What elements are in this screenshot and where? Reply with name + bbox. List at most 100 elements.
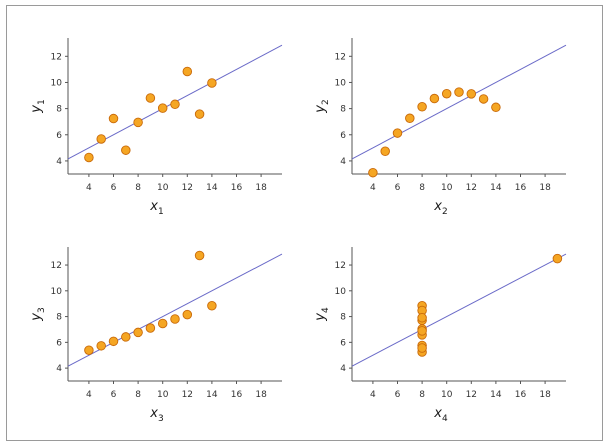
x-tick-label: 8 [419,390,425,400]
x-tick-label: 8 [135,390,141,400]
y-tick-label: 6 [340,131,346,141]
x-tick-label: 18 [539,183,551,193]
x-tick-label: 14 [490,183,502,193]
y-tick-label: 12 [51,52,62,62]
data-point [96,341,106,351]
y-tick-label: 4 [56,157,62,167]
y-axis-label-main: y [313,313,328,322]
y-axis-label-main: y [29,313,44,322]
x-axis-label-main: x [149,199,158,214]
data-point [145,323,156,333]
data-point [491,102,501,113]
x-tick-label: 18 [255,390,267,400]
y-tick-label: 4 [340,364,346,374]
data-point [368,167,378,178]
data-point [84,152,94,163]
y-tick-label: 12 [335,261,346,271]
x-tick-label: 10 [441,183,453,193]
x-axis-label-main: x [433,199,442,214]
data-point [157,318,168,329]
x-axis-label-subscript: 2 [442,207,448,217]
x-tick-label: 6 [395,183,401,193]
x-axis-label: x4 [433,406,448,424]
x-tick-label: 12 [466,390,477,400]
x-tick-label: 6 [111,183,117,193]
x-tick-label: 8 [419,183,425,193]
data-point [417,312,427,323]
x-tick-label: 6 [395,390,401,400]
data-point [182,66,193,77]
x-tick-label: 6 [111,390,117,400]
x-tick-label: 12 [182,390,193,400]
data-point [194,109,205,119]
data-point [380,146,390,156]
x-tick-label: 18 [255,183,267,193]
y-tick-label: 6 [56,131,62,141]
data-point [441,88,452,99]
x-axis-label-subscript: 4 [442,414,448,424]
y-tick-label: 10 [335,287,347,297]
x-tick-label: 18 [539,390,551,400]
data-point [96,134,106,144]
data-point [194,250,205,261]
x-axis-label-main: x [433,406,442,421]
x-tick-label: 8 [135,183,141,193]
y-tick-label: 10 [51,287,63,297]
y-tick-label: 8 [56,313,62,323]
y-tick-label: 12 [335,52,346,62]
x-tick-label: 16 [515,390,527,400]
x-axis-label: x2 [433,199,447,217]
data-point [207,301,217,311]
data-point [454,87,464,97]
data-point [417,326,427,336]
data-point [552,253,563,264]
y-axis-label: y2 [313,99,331,113]
data-point [157,103,168,113]
x-tick-label: 10 [157,183,169,193]
y-axis-label-subscript: 2 [321,99,331,105]
x-tick-label: 10 [441,390,453,400]
data-point [182,309,193,320]
data-point [405,113,415,124]
x-tick-label: 4 [86,183,92,193]
y-tick-label: 4 [340,157,346,167]
y-axis-label-main: y [29,105,44,114]
x-axis-label: x1 [149,199,163,217]
y-tick-label: 10 [335,78,347,88]
x-axis-label: x3 [149,406,163,424]
x-tick-label: 4 [370,390,376,400]
y-axis-label: y4 [313,307,331,322]
y-tick-label: 12 [51,261,62,271]
y-tick-label: 8 [340,105,346,115]
y-axis-label-main: y [313,105,328,114]
data-point [108,113,119,124]
data-point [133,327,143,338]
data-point [133,117,143,128]
y-tick-label: 4 [56,364,62,374]
data-point [170,99,180,110]
x-tick-label: 16 [231,183,243,193]
data-point [392,128,403,138]
x-tick-label: 14 [490,390,502,400]
x-tick-label: 14 [206,390,218,400]
y-tick-label: 8 [340,313,346,323]
y-axis-label-subscript: 1 [37,99,47,105]
x-tick-label: 10 [157,390,169,400]
y-axis-label-subscript: 3 [37,307,47,313]
y-axis-label: y1 [29,99,47,113]
y-tick-label: 8 [56,105,62,115]
data-point [429,93,440,104]
y-axis-label-subscript: 4 [321,307,331,313]
data-point [466,89,477,99]
x-axis-label-main: x [149,406,158,421]
y-tick-label: 10 [51,78,63,88]
data-point [170,314,180,324]
x-tick-label: 16 [231,390,243,400]
regression-line [352,44,567,160]
data-point [121,332,131,342]
